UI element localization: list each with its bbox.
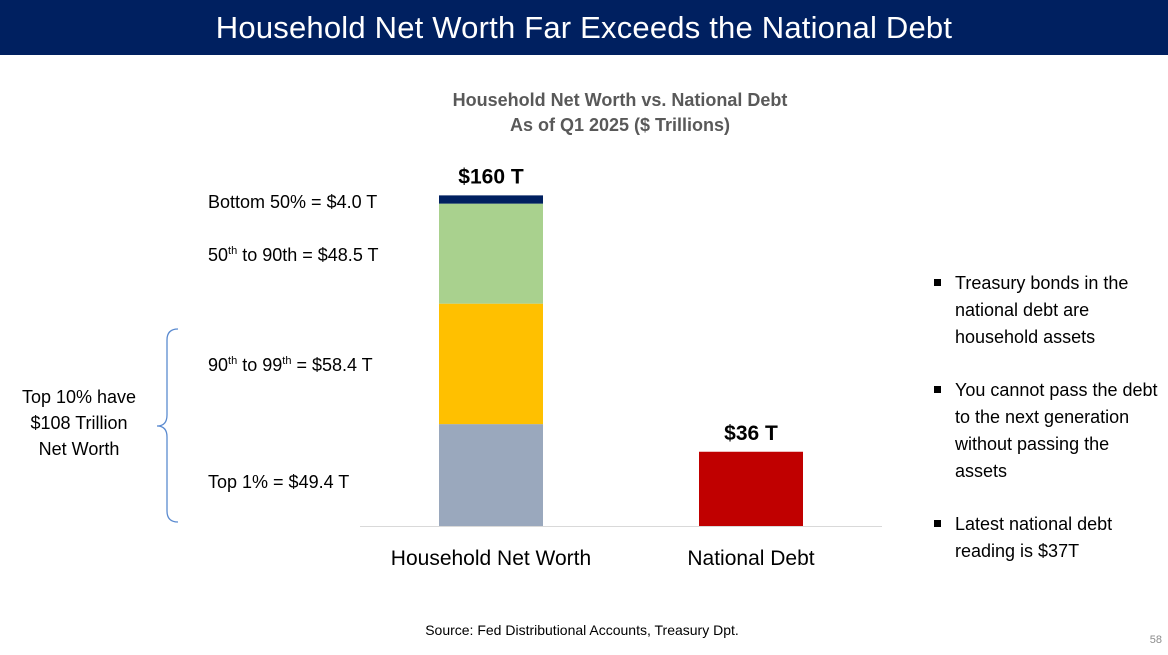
bar-segment-0-2 bbox=[439, 203, 543, 304]
source-note: Source: Fed Distributional Accounts, Tre… bbox=[425, 622, 739, 638]
page-number: 58 bbox=[1149, 634, 1162, 646]
bar-total-label: $36 T bbox=[724, 422, 778, 445]
bar-segment-0-1 bbox=[439, 303, 543, 425]
chart-title-line1: Household Net Worth vs. National Debt bbox=[452, 90, 788, 110]
category-label: Household Net Worth bbox=[391, 547, 591, 570]
chart-title-line2: As of Q1 2025 ($ Trillions) bbox=[509, 115, 731, 135]
bar-segment-1-4 bbox=[699, 451, 803, 526]
slide-title: Household Net Worth Far Exceeds the Nati… bbox=[215, 9, 953, 45]
bar-total-label: $160 T bbox=[458, 165, 524, 188]
bar-segment-0-3 bbox=[439, 195, 543, 204]
bullet-list: Treasury bonds in the national debt are … bbox=[932, 270, 1162, 591]
label-50th-to-90th: 50th to 90th = $48.5 T bbox=[208, 245, 379, 265]
bullet-item: Treasury bonds in the national debt are … bbox=[932, 270, 1162, 351]
top-10-bracket-label: Top 10% have $108 Trillion Net Worth bbox=[21, 387, 137, 459]
top-10-brace bbox=[156, 328, 179, 523]
bullet-item: Latest national debt reading is $37T bbox=[932, 511, 1162, 565]
category-label: National Debt bbox=[687, 547, 814, 570]
title-banner: Household Net Worth Far Exceeds the Nati… bbox=[0, 0, 1168, 55]
square-bullet-icon bbox=[934, 386, 941, 393]
chart-title: Household Net Worth vs. National Debt As… bbox=[370, 88, 870, 138]
bar-segment-0-0 bbox=[439, 424, 543, 526]
square-bullet-icon bbox=[934, 279, 941, 286]
label-bottom-50: Bottom 50% = $4.0 T bbox=[208, 192, 378, 212]
label-top-1: Top 1% = $49.4 T bbox=[208, 472, 350, 492]
bullet-item: You cannot pass the debt to the next gen… bbox=[932, 377, 1162, 485]
label-90th-to-99th: 90th to 99th = $58.4 T bbox=[208, 355, 373, 375]
square-bullet-icon bbox=[934, 520, 941, 527]
